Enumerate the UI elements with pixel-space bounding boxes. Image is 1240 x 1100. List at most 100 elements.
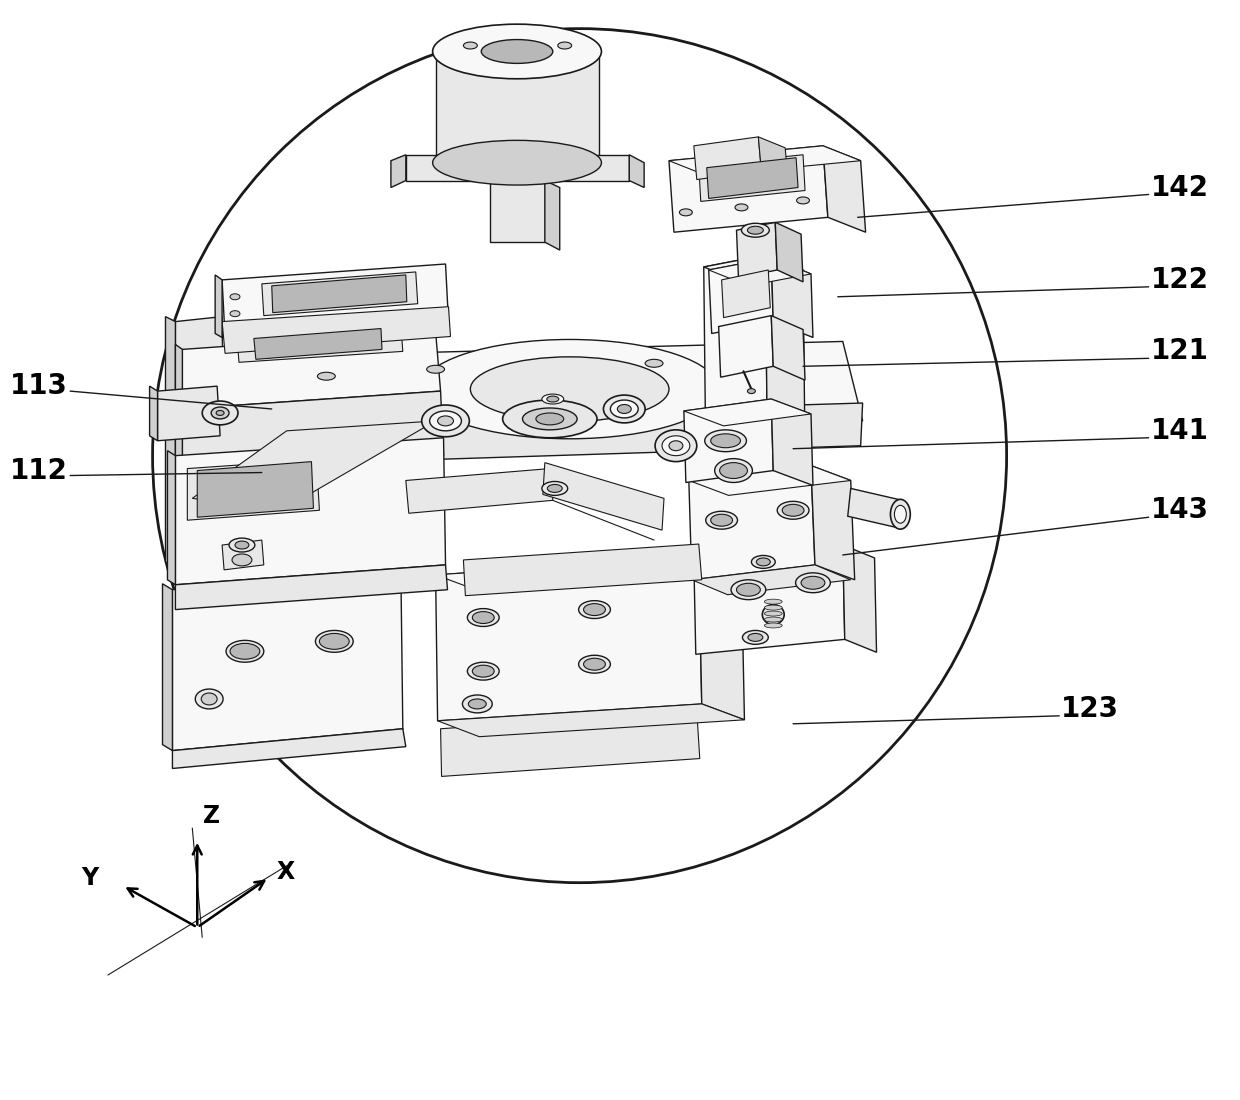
Text: Y: Y: [81, 866, 98, 890]
Polygon shape: [704, 255, 804, 282]
Ellipse shape: [714, 459, 753, 483]
Polygon shape: [684, 399, 774, 483]
Polygon shape: [197, 462, 314, 517]
Ellipse shape: [735, 204, 748, 211]
Text: 122: 122: [1151, 266, 1209, 294]
Polygon shape: [689, 465, 815, 580]
Ellipse shape: [579, 656, 610, 673]
Polygon shape: [222, 264, 449, 338]
Polygon shape: [771, 399, 813, 485]
Ellipse shape: [796, 573, 831, 593]
Ellipse shape: [894, 505, 906, 524]
Ellipse shape: [320, 634, 350, 649]
Ellipse shape: [195, 689, 223, 708]
Polygon shape: [172, 570, 403, 750]
Polygon shape: [237, 326, 403, 362]
Polygon shape: [668, 146, 828, 232]
Ellipse shape: [584, 658, 605, 670]
Ellipse shape: [226, 640, 264, 662]
Polygon shape: [759, 136, 789, 182]
Ellipse shape: [668, 441, 683, 451]
Polygon shape: [222, 540, 264, 570]
Ellipse shape: [472, 666, 495, 678]
Polygon shape: [165, 317, 175, 566]
Ellipse shape: [584, 604, 605, 616]
Ellipse shape: [231, 294, 241, 299]
Polygon shape: [692, 565, 851, 595]
Polygon shape: [775, 222, 804, 282]
Ellipse shape: [706, 512, 738, 529]
Ellipse shape: [579, 601, 610, 618]
Polygon shape: [771, 258, 813, 338]
Ellipse shape: [763, 605, 784, 625]
Ellipse shape: [211, 407, 229, 419]
Ellipse shape: [231, 310, 241, 317]
Ellipse shape: [704, 430, 746, 452]
Polygon shape: [150, 386, 157, 441]
Ellipse shape: [438, 416, 454, 426]
Polygon shape: [629, 155, 644, 187]
Ellipse shape: [315, 630, 353, 652]
Ellipse shape: [427, 365, 444, 373]
Ellipse shape: [890, 499, 910, 529]
Text: 143: 143: [1151, 496, 1209, 525]
Polygon shape: [222, 307, 450, 353]
Ellipse shape: [472, 612, 495, 624]
Ellipse shape: [422, 405, 470, 437]
Polygon shape: [405, 469, 553, 514]
Ellipse shape: [558, 42, 572, 50]
Polygon shape: [843, 544, 877, 652]
Ellipse shape: [801, 576, 825, 590]
Polygon shape: [277, 341, 863, 441]
Polygon shape: [709, 258, 774, 333]
Ellipse shape: [232, 554, 252, 565]
Ellipse shape: [542, 394, 564, 404]
Polygon shape: [689, 465, 851, 495]
Polygon shape: [699, 155, 805, 201]
Text: 113: 113: [10, 372, 68, 400]
Ellipse shape: [748, 388, 755, 394]
Polygon shape: [272, 275, 407, 312]
Ellipse shape: [796, 197, 810, 204]
Ellipse shape: [719, 463, 748, 478]
Polygon shape: [543, 463, 663, 530]
Ellipse shape: [645, 360, 663, 367]
Polygon shape: [187, 460, 320, 520]
Ellipse shape: [764, 600, 782, 604]
Ellipse shape: [522, 408, 577, 430]
Text: 112: 112: [10, 456, 68, 485]
Text: 123: 123: [1061, 695, 1120, 723]
Ellipse shape: [433, 24, 601, 79]
Ellipse shape: [662, 436, 689, 455]
Ellipse shape: [610, 400, 639, 418]
Ellipse shape: [764, 612, 782, 616]
Ellipse shape: [748, 227, 764, 234]
Text: 142: 142: [1151, 174, 1209, 201]
Polygon shape: [823, 146, 866, 232]
Polygon shape: [490, 180, 544, 242]
Polygon shape: [699, 558, 744, 719]
Text: Z: Z: [203, 804, 221, 828]
Polygon shape: [435, 558, 742, 591]
Polygon shape: [215, 275, 222, 338]
Polygon shape: [192, 421, 435, 510]
Ellipse shape: [236, 541, 249, 549]
Ellipse shape: [743, 630, 769, 645]
Ellipse shape: [470, 356, 668, 421]
Ellipse shape: [469, 698, 486, 708]
Ellipse shape: [751, 556, 775, 569]
Ellipse shape: [604, 395, 645, 422]
Polygon shape: [694, 136, 761, 179]
Ellipse shape: [229, 538, 255, 552]
Ellipse shape: [464, 42, 477, 50]
Ellipse shape: [764, 617, 782, 621]
Polygon shape: [175, 565, 448, 609]
Polygon shape: [175, 317, 226, 566]
Polygon shape: [172, 729, 405, 769]
Polygon shape: [162, 584, 172, 750]
Ellipse shape: [502, 400, 596, 438]
Polygon shape: [167, 451, 175, 585]
Polygon shape: [704, 255, 769, 543]
Polygon shape: [771, 316, 805, 381]
Text: 141: 141: [1151, 417, 1209, 444]
